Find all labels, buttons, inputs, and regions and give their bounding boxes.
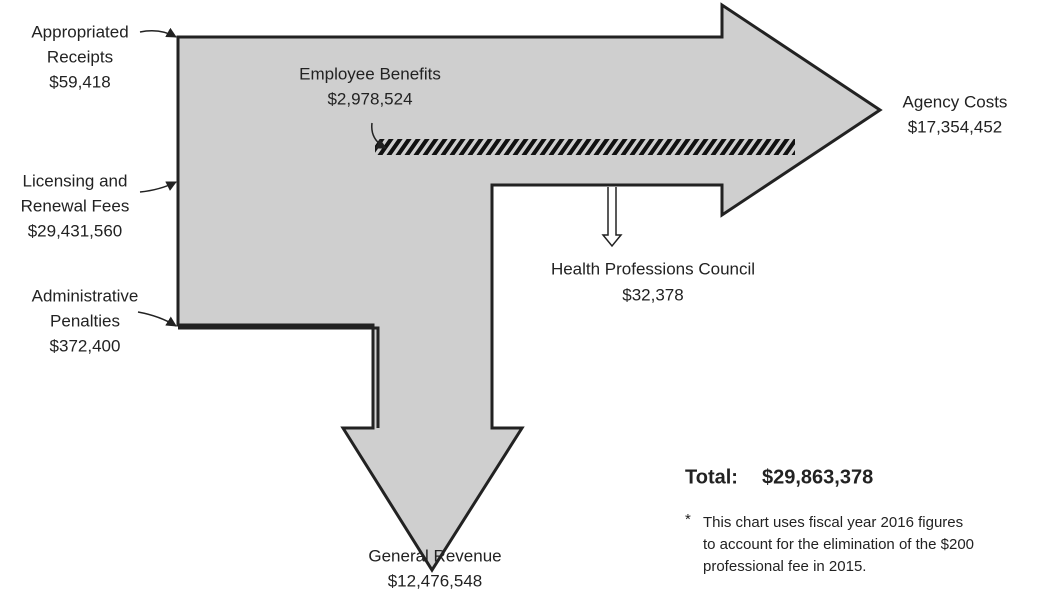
label: Licensing and — [23, 171, 128, 190]
label: Receipts — [47, 47, 113, 66]
label: Penalties — [50, 311, 120, 330]
amount: $59,418 — [49, 72, 110, 91]
label: Appropriated — [31, 22, 128, 41]
label: Administrative — [32, 286, 139, 305]
amount: $32,378 — [622, 285, 683, 304]
benefits-bar — [375, 139, 795, 155]
amount: $12,476,548 — [388, 571, 483, 590]
connector — [139, 181, 177, 193]
footnote: This chart uses fiscal year 2016 figures — [703, 514, 963, 531]
label: Employee Benefits — [299, 64, 441, 83]
stem-edge — [178, 326, 380, 428]
label: Renewal Fees — [21, 196, 130, 215]
label: Agency Costs — [903, 92, 1008, 111]
connector — [139, 27, 177, 38]
amount: $17,354,452 — [908, 117, 1003, 136]
footnote: professional fee in 2015. — [703, 558, 866, 575]
connector — [371, 122, 387, 149]
label: Health Professions Council — [551, 259, 755, 278]
total-label: Total: — [685, 466, 738, 488]
label: General Revenue — [368, 546, 501, 565]
footnote: to account for the elimination of the $2… — [703, 536, 974, 553]
amount: $372,400 — [50, 336, 121, 355]
connector — [137, 311, 177, 327]
amount: $2,978,524 — [327, 89, 412, 108]
footnote-marker: * — [685, 511, 691, 528]
amount: $29,431,560 — [28, 221, 123, 240]
total-amount: $29,863,378 — [762, 466, 873, 488]
council-arrow — [601, 187, 623, 248]
